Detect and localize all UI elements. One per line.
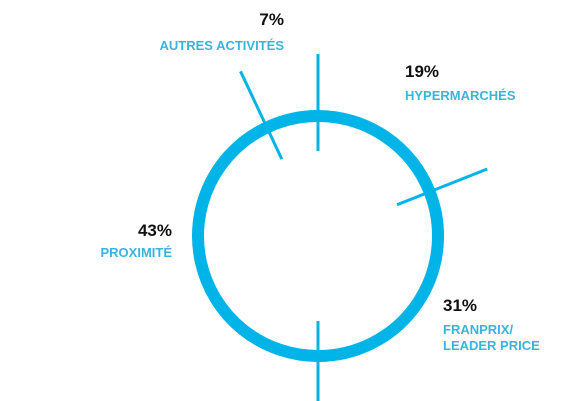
category-label: FRANPRIX/ LEADER PRICE	[443, 322, 540, 353]
category-label: PROXIMITÉ	[100, 245, 172, 260]
value-label: 31%	[443, 296, 478, 315]
value-label: 7%	[259, 10, 284, 29]
value-label: 19%	[405, 62, 440, 81]
donut-segment	[192, 121, 319, 362]
divider	[396, 167, 488, 207]
donut-segment	[264, 110, 319, 133]
value-label: 43%	[137, 221, 172, 240]
donut-segment	[317, 110, 436, 195]
divider	[239, 70, 284, 160]
category-label: HYPERMARCHÉS	[405, 88, 516, 103]
donut-segment	[317, 189, 444, 362]
category-label: AUTRES ACTIVITÉS	[159, 38, 284, 53]
